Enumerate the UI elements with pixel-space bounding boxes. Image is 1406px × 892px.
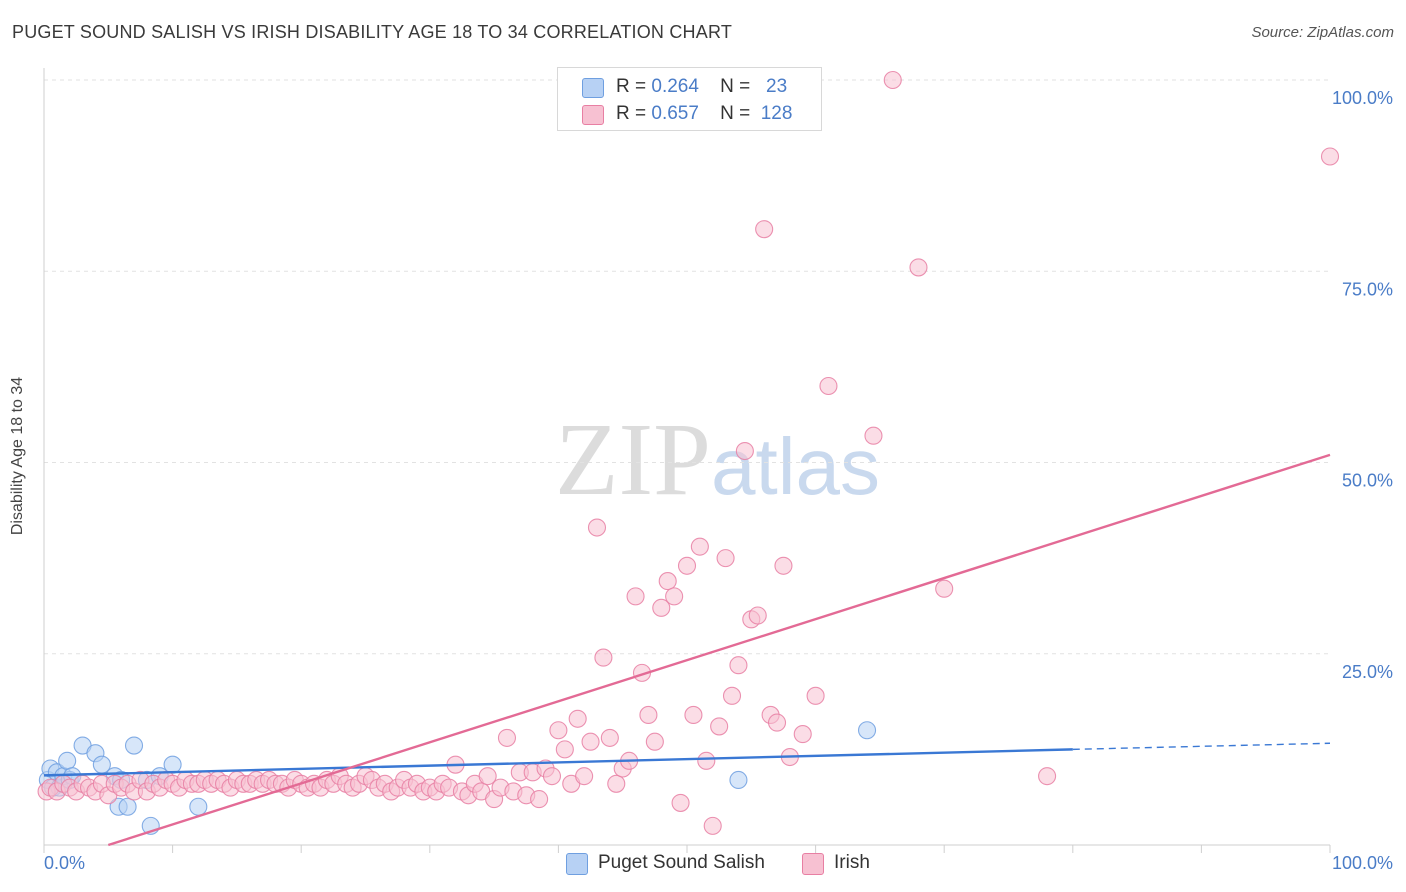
legend-swatch-puget <box>582 78 604 98</box>
irish-point <box>774 556 793 575</box>
irish-point <box>645 732 664 751</box>
irish-point <box>864 426 883 445</box>
y-tick-label: 25.0% <box>1342 662 1393 682</box>
irish-point <box>677 556 697 575</box>
irish-point <box>1320 147 1340 166</box>
irish-point <box>658 572 677 591</box>
y-tick-label: 100.0% <box>1332 88 1393 108</box>
legend-n-label: N = <box>720 103 751 124</box>
irish-point <box>722 686 742 705</box>
irish-point <box>671 793 690 812</box>
puget-point <box>189 797 208 816</box>
irish-point <box>935 579 954 598</box>
puget-point <box>124 736 144 755</box>
irish-point <box>1038 767 1057 786</box>
irish-point <box>909 258 928 277</box>
irish-point <box>549 721 568 740</box>
legend-n-value: 23 <box>766 76 788 97</box>
irish-point <box>883 70 902 90</box>
puget-point <box>729 770 748 790</box>
puget-point <box>163 755 182 774</box>
source-credit: Source: ZipAtlas.com <box>1251 24 1394 41</box>
irish-point <box>690 537 709 556</box>
irish-point <box>568 709 587 728</box>
irish-point <box>652 598 671 617</box>
irish-point <box>594 648 613 667</box>
irish-point <box>793 725 812 744</box>
irish-point <box>497 728 517 747</box>
irish-point <box>748 606 767 625</box>
bottom-legend-swatch-puget <box>566 853 588 875</box>
legend-n-value: 128 <box>760 103 793 124</box>
irish-point <box>542 767 562 786</box>
irish-point <box>626 587 645 606</box>
puget-point <box>118 797 137 816</box>
y-axis-label: Disability Age 18 to 34 <box>9 376 26 536</box>
correlation-legend: R = 0.264 N = 23 R = 0.657 N = 128 <box>557 67 822 131</box>
irish-point <box>710 717 729 736</box>
irish-point <box>697 751 716 770</box>
irish-point <box>581 732 600 751</box>
irish-point <box>716 549 735 568</box>
irish-point <box>729 656 748 675</box>
y-tick-label: 75.0% <box>1342 279 1393 299</box>
legend-r-value: 0.264 <box>651 76 699 97</box>
x-tick-label: 0.0% <box>44 853 85 873</box>
irish-point <box>478 767 497 786</box>
irish-trend-line <box>107 453 1331 847</box>
legend-r-label: R = <box>616 76 647 97</box>
irish-point <box>639 705 658 725</box>
irish-point <box>587 518 607 537</box>
irish-point <box>755 220 774 239</box>
irish-point <box>555 740 574 759</box>
puget-point <box>857 721 877 740</box>
irish-point <box>684 705 703 725</box>
y-tick-label: 50.0% <box>1342 471 1393 491</box>
legend-n-label: N = <box>720 76 751 97</box>
chart-title: PUGET SOUND SALISH VS IRISH DISABILITY A… <box>12 22 733 42</box>
puget-trend-line <box>43 748 1073 777</box>
bottom-legend-label-puget: Puget Sound Salish <box>598 852 765 873</box>
irish-point <box>806 686 825 705</box>
bottom-legend-swatch-irish <box>802 853 824 875</box>
irish-point <box>703 816 722 835</box>
legend-r-value: 0.657 <box>651 103 699 124</box>
legend-r-label: R = <box>616 103 647 124</box>
bottom-legend-label-irish: Irish <box>834 852 870 873</box>
irish-point <box>735 441 754 461</box>
irish-point <box>607 774 626 793</box>
irish-point <box>819 376 838 396</box>
irish-point <box>530 790 549 809</box>
puget-trend-extension <box>1072 742 1331 751</box>
irish-point <box>575 767 594 786</box>
irish-point <box>665 587 684 606</box>
puget-point <box>58 751 77 770</box>
x-tick-label: 100.0% <box>1332 853 1393 873</box>
legend-swatch-irish <box>582 105 604 125</box>
irish-point <box>600 728 619 747</box>
irish-point <box>767 713 787 732</box>
